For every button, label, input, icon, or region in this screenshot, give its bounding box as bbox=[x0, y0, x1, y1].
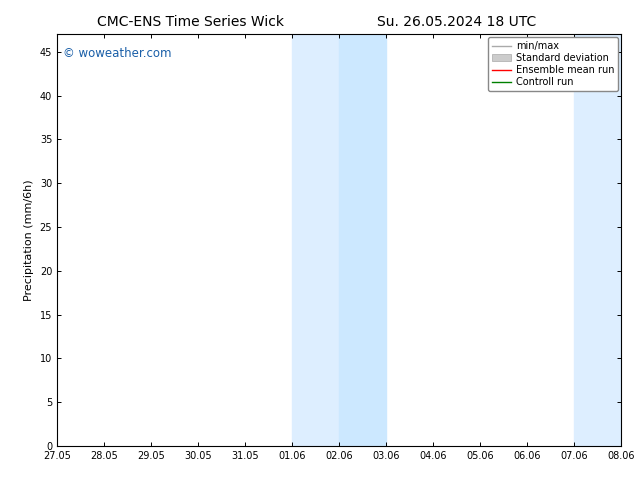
Bar bbox=[339, 34, 386, 446]
Legend: min/max, Standard deviation, Ensemble mean run, Controll run: min/max, Standard deviation, Ensemble me… bbox=[488, 37, 618, 91]
Y-axis label: Precipitation (mm/6h): Precipitation (mm/6h) bbox=[24, 179, 34, 301]
Text: © woweather.com: © woweather.com bbox=[63, 47, 171, 60]
Bar bbox=[574, 34, 621, 446]
Bar bbox=[292, 34, 339, 446]
Bar bbox=[621, 34, 634, 446]
Text: Su. 26.05.2024 18 UTC: Su. 26.05.2024 18 UTC bbox=[377, 15, 536, 29]
Text: CMC-ENS Time Series Wick: CMC-ENS Time Series Wick bbox=[97, 15, 283, 29]
